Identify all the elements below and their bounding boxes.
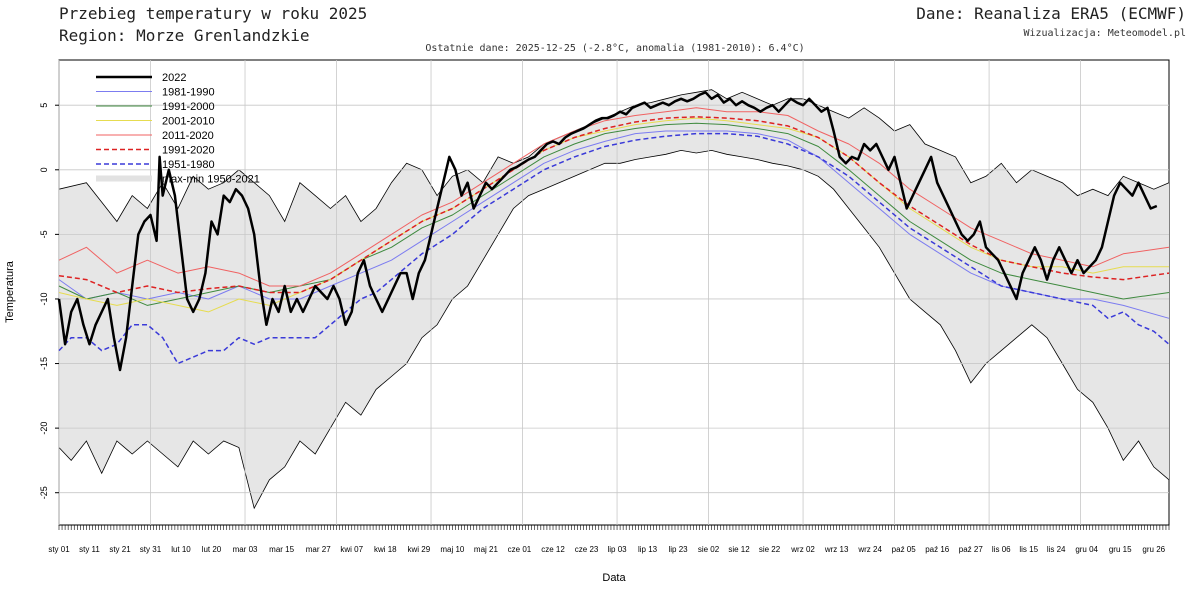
x-tick-label: lip 03 — [607, 545, 627, 554]
visualization-credit: Wizualizacja: Meteomodel.pl — [1023, 28, 1186, 39]
x-tick-label: maj 10 — [440, 545, 465, 554]
x-tick-label: mar 15 — [269, 545, 294, 554]
x-tick-label: lut 10 — [171, 545, 191, 554]
chart-region: Region: Morze Grenlandzkie — [59, 26, 310, 45]
x-tick-label: cze 01 — [508, 545, 532, 554]
legend-label: 1991-2020 — [162, 145, 215, 157]
band-min-line — [58, 149, 1170, 510]
y-tick-label: 5 — [39, 103, 49, 108]
x-axis-label: Data — [602, 572, 626, 584]
x-tick-label: sty 01 — [48, 545, 70, 554]
x-tick-label: lut 20 — [202, 545, 222, 554]
legend-label: 2001-2010 — [162, 116, 215, 128]
y-axis-label: Temperatura — [4, 260, 16, 323]
y-tick-label: -10 — [39, 292, 49, 305]
x-tick-label: lip 13 — [638, 545, 658, 554]
y-tick-label: -20 — [39, 422, 49, 435]
legend-label: 2011-2020 — [162, 130, 214, 142]
data-source: Dane: Reanaliza ERA5 (ECMWF) — [916, 4, 1186, 23]
legend-label: max-min 1950-2021 — [162, 174, 260, 186]
chart-subtitle: Ostatnie dane: 2025-12-25 (-2.8°C, anoma… — [425, 43, 805, 54]
x-tick-label: wrz 24 — [857, 545, 882, 554]
x-tick-label: cze 23 — [575, 545, 599, 554]
x-tick-label: kwi 29 — [407, 545, 430, 554]
x-tick-label: sie 12 — [728, 545, 750, 554]
y-tick-label: 0 — [39, 167, 49, 172]
x-tick-label: lis 06 — [992, 545, 1011, 554]
x-tick-label: sty 31 — [140, 545, 162, 554]
legend-label: 1981-1990 — [162, 87, 215, 99]
x-tick-label: sty 11 — [79, 545, 100, 554]
x-tick-label: mar 03 — [233, 545, 258, 554]
x-tick-label: maj 21 — [474, 545, 499, 554]
chart-title: Przebieg temperatury w roku 2025 — [59, 4, 368, 23]
y-tick-label: -15 — [39, 357, 49, 370]
x-tick-label: kwi 07 — [340, 545, 363, 554]
series-line-1951-1980 — [58, 132, 1170, 365]
x-tick-label: paź 16 — [925, 545, 950, 554]
legend-label: 2022 — [162, 72, 186, 84]
x-tick-label: lis 15 — [1019, 545, 1038, 554]
x-tick-label: cze 12 — [541, 545, 565, 554]
series-line-2011-2020 — [58, 107, 1170, 287]
x-tick-label: gru 26 — [1142, 545, 1165, 554]
x-tick-label: wrz 13 — [824, 545, 849, 554]
x-tick-label: paź 27 — [959, 545, 984, 554]
legend-label: 1991-2000 — [162, 101, 215, 113]
x-tick-label: lip 23 — [668, 545, 688, 554]
legend-label: 1951-1980 — [162, 159, 215, 171]
y-tick-label: -5 — [39, 230, 49, 238]
x-tick-label: paź 05 — [892, 545, 917, 554]
x-tick-label: sie 02 — [698, 545, 720, 554]
x-tick-label: sie 22 — [759, 545, 781, 554]
series-line-2022 — [57, 91, 1158, 372]
y-tick-label: -25 — [39, 486, 49, 499]
x-tick-label: gru 04 — [1075, 545, 1098, 554]
x-tick-label: lis 24 — [1047, 545, 1066, 554]
series-line-2001-2010 — [58, 117, 1169, 313]
x-tick-label: kwi 18 — [374, 545, 397, 554]
x-tick-label: mar 27 — [306, 545, 331, 554]
x-tick-label: wrz 02 — [790, 545, 815, 554]
series-line-1991-2020 — [58, 116, 1170, 294]
x-tick-label: gru 15 — [1109, 545, 1132, 554]
x-tick-label: sty 21 — [109, 545, 131, 554]
